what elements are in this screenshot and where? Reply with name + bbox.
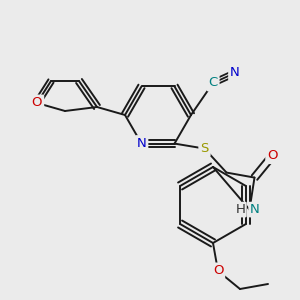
Text: O: O [32, 97, 42, 110]
Text: O: O [267, 149, 278, 162]
Text: N: N [230, 67, 240, 80]
Text: H: H [236, 203, 245, 216]
Text: S: S [200, 142, 209, 155]
Text: C: C [208, 76, 217, 89]
Text: N: N [250, 203, 260, 216]
Text: N: N [136, 137, 146, 150]
Text: O: O [213, 265, 223, 278]
